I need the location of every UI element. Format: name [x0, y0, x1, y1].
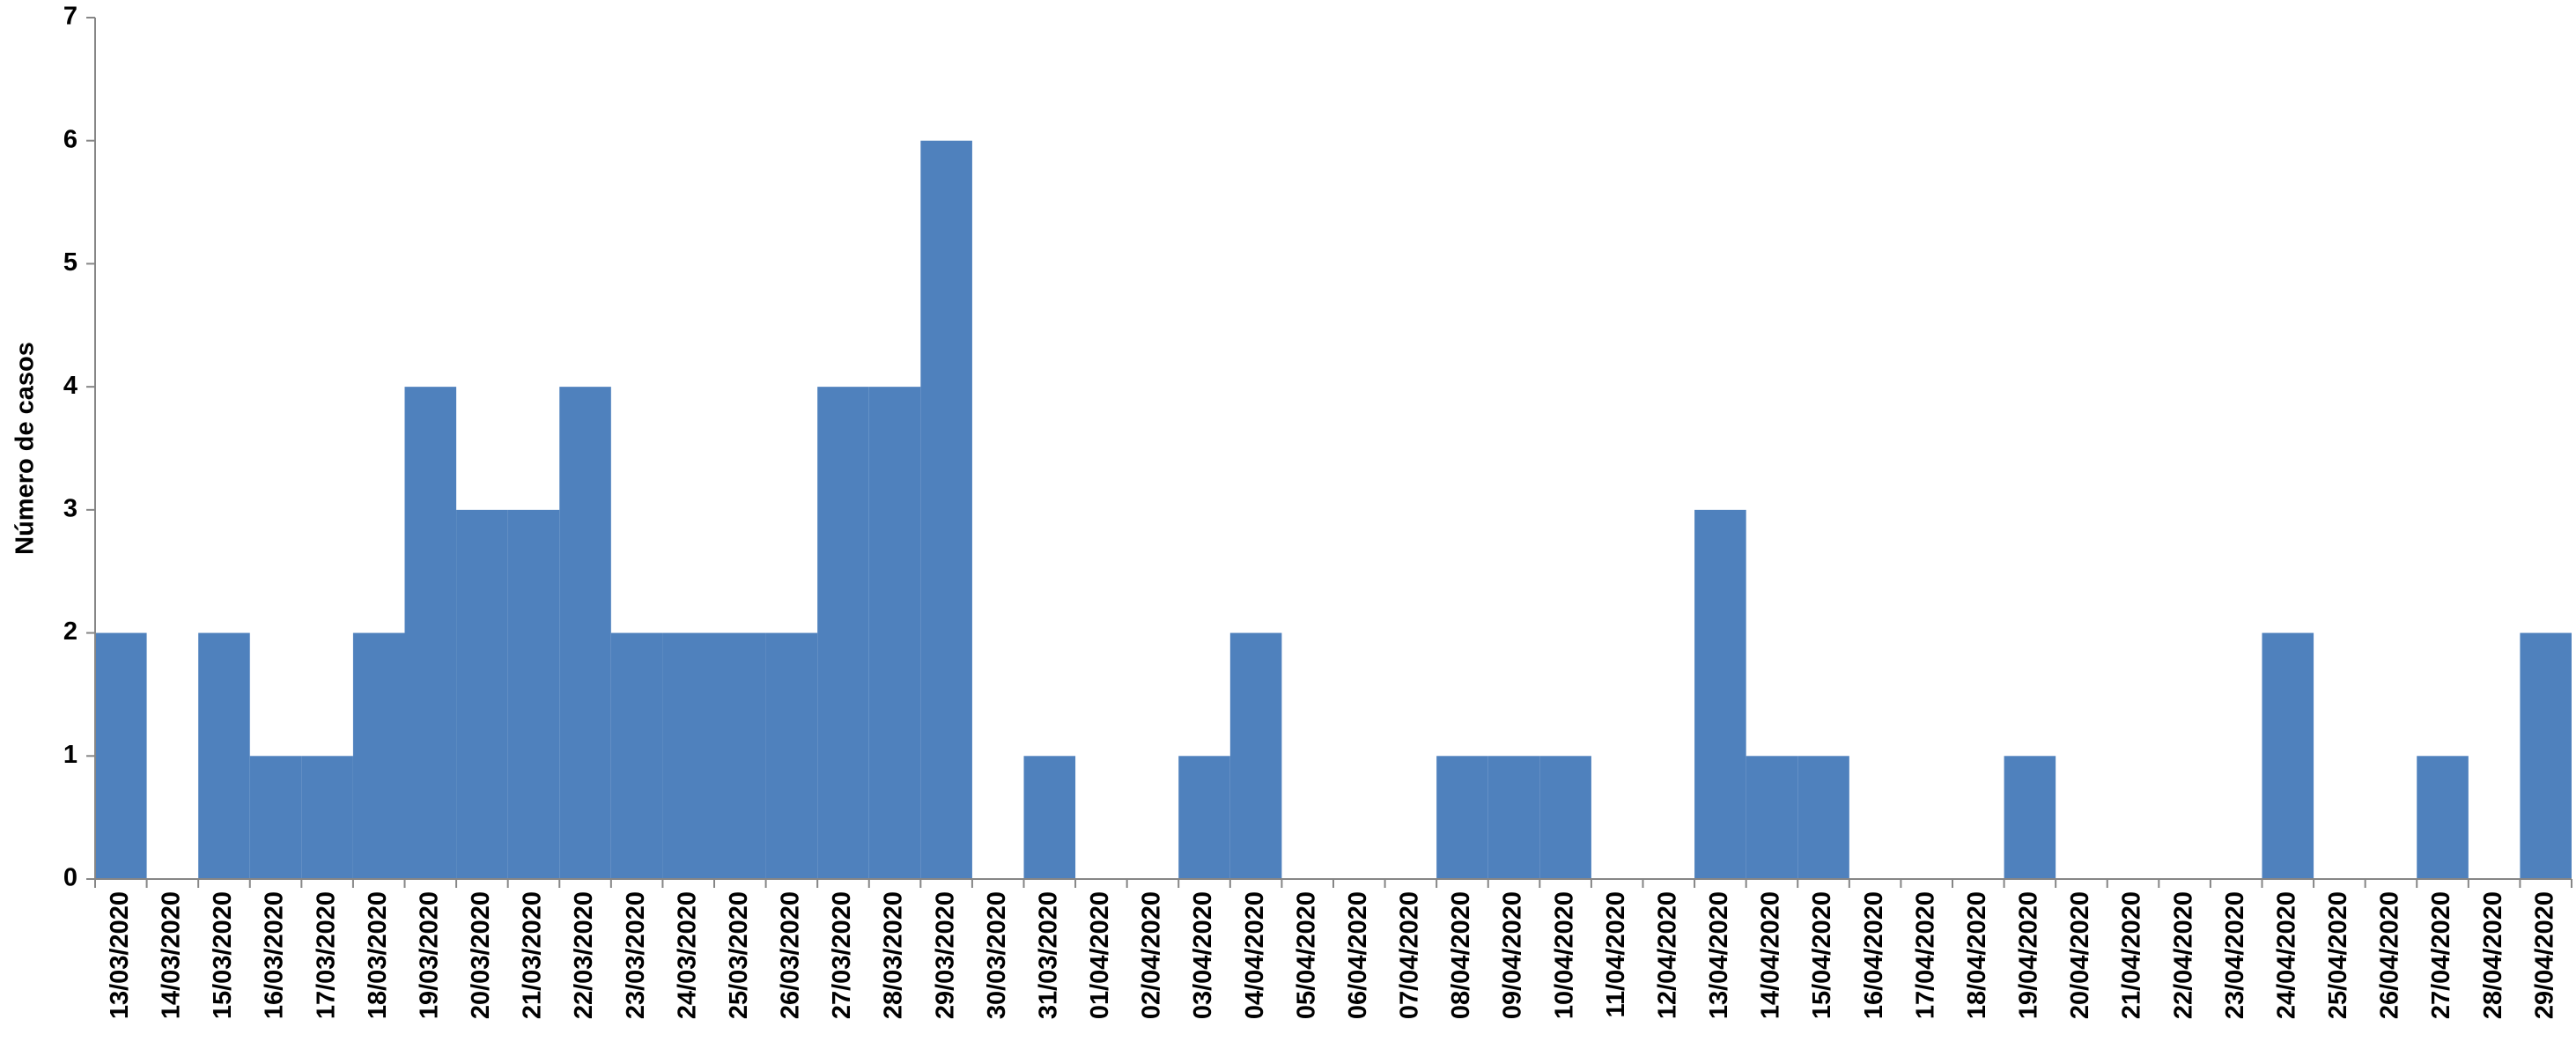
- x-tick-label: 23/03/2020: [622, 891, 650, 1019]
- bar: [559, 387, 611, 880]
- bar: [456, 509, 508, 879]
- bar: [920, 140, 972, 879]
- x-tick-label: 09/04/2020: [1499, 891, 1527, 1019]
- bar: [1023, 756, 1076, 879]
- x-tick-label: 21/03/2020: [519, 891, 547, 1019]
- x-tick-label: 01/04/2020: [1086, 891, 1114, 1019]
- x-tick-label: 16/03/2020: [261, 891, 289, 1019]
- x-tick-label: 19/03/2020: [415, 891, 443, 1019]
- x-tick-label: 20/03/2020: [467, 891, 495, 1019]
- y-tick-label: 5: [63, 248, 78, 277]
- bar: [1694, 509, 1746, 879]
- bar: [2262, 632, 2314, 879]
- y-tick-label: 0: [63, 864, 78, 892]
- x-tick-label: 11/04/2020: [1602, 891, 1630, 1018]
- bar: [301, 756, 353, 879]
- bar: [1746, 756, 1798, 879]
- bar: [1797, 756, 1849, 879]
- x-tick-label: 26/03/2020: [777, 891, 805, 1019]
- x-tick-label: 26/04/2020: [2376, 891, 2404, 1019]
- x-tick-label: 16/04/2020: [1860, 891, 1888, 1019]
- y-tick-label: 7: [63, 3, 78, 31]
- x-tick-label: 13/03/2020: [106, 891, 134, 1019]
- x-tick-label: 13/04/2020: [1705, 891, 1733, 1019]
- bar: [1178, 756, 1230, 879]
- bar: [714, 632, 766, 879]
- x-tick-label: 06/04/2020: [1344, 891, 1372, 1019]
- x-tick-label: 31/03/2020: [1034, 891, 1062, 1019]
- x-tick-label: 22/04/2020: [2169, 891, 2197, 1019]
- bar: [1229, 632, 1282, 879]
- x-tick-label: 03/04/2020: [1189, 891, 1217, 1019]
- y-tick-label: 4: [63, 372, 78, 400]
- x-tick-label: 07/04/2020: [1396, 891, 1424, 1019]
- bar: [249, 756, 302, 879]
- x-tick-label: 14/03/2020: [158, 891, 186, 1019]
- x-tick-label: 25/03/2020: [725, 891, 753, 1019]
- bar: [2417, 756, 2469, 879]
- x-tick-label: 28/03/2020: [880, 891, 908, 1019]
- bar: [868, 387, 921, 880]
- x-tick-label: 02/04/2020: [1138, 891, 1166, 1019]
- y-tick-label: 3: [63, 495, 78, 523]
- x-tick-label: 20/04/2020: [2066, 891, 2094, 1019]
- x-tick-label: 25/04/2020: [2324, 891, 2352, 1019]
- bar: [1539, 756, 1591, 879]
- x-tick-label: 24/03/2020: [673, 891, 701, 1019]
- x-tick-label: 27/04/2020: [2427, 891, 2455, 1019]
- x-tick-label: 24/04/2020: [2272, 891, 2300, 1019]
- bar: [95, 632, 147, 879]
- x-tick-label: 27/03/2020: [828, 891, 856, 1019]
- x-tick-label: 30/03/2020: [983, 891, 1011, 1019]
- x-tick-label: 21/04/2020: [2118, 891, 2146, 1019]
- x-tick-label: 29/03/2020: [931, 891, 959, 1019]
- bar: [765, 632, 818, 879]
- bar: [817, 387, 869, 880]
- y-tick-label: 6: [63, 125, 78, 153]
- x-tick-label: 12/04/2020: [1653, 891, 1681, 1019]
- bar: [198, 632, 250, 879]
- y-tick-label: 2: [63, 617, 78, 646]
- x-tick-label: 22/03/2020: [570, 891, 598, 1019]
- x-tick-label: 04/04/2020: [1241, 891, 1269, 1019]
- x-tick-label: 19/04/2020: [2015, 891, 2043, 1019]
- x-tick-label: 18/04/2020: [1963, 891, 1991, 1019]
- x-tick-label: 29/04/2020: [2530, 891, 2558, 1019]
- x-tick-label: 17/03/2020: [312, 891, 340, 1019]
- bar: [507, 509, 560, 879]
- bar: [1487, 756, 1540, 879]
- y-axis-label: Número de casos: [11, 342, 40, 555]
- x-tick-label: 23/04/2020: [2221, 891, 2249, 1019]
- x-tick-label: 15/03/2020: [209, 891, 237, 1019]
- bar: [404, 387, 457, 880]
- bar: [2004, 756, 2056, 879]
- bar: [610, 632, 663, 879]
- bar: [662, 632, 714, 879]
- x-tick-label: 17/04/2020: [1911, 891, 1939, 1019]
- x-tick-label: 28/04/2020: [2479, 891, 2507, 1019]
- x-tick-label: 14/04/2020: [1757, 891, 1785, 1019]
- x-tick-label: 18/03/2020: [364, 891, 392, 1019]
- y-tick-label: 1: [63, 741, 78, 769]
- bar: [2520, 632, 2572, 879]
- x-tick-label: 10/04/2020: [1550, 891, 1578, 1019]
- bar: [1436, 756, 1488, 879]
- x-tick-label: 05/04/2020: [1292, 891, 1320, 1019]
- bar: [352, 632, 405, 879]
- x-tick-label: 15/04/2020: [1808, 891, 1836, 1019]
- x-tick-label: 08/04/2020: [1447, 891, 1475, 1019]
